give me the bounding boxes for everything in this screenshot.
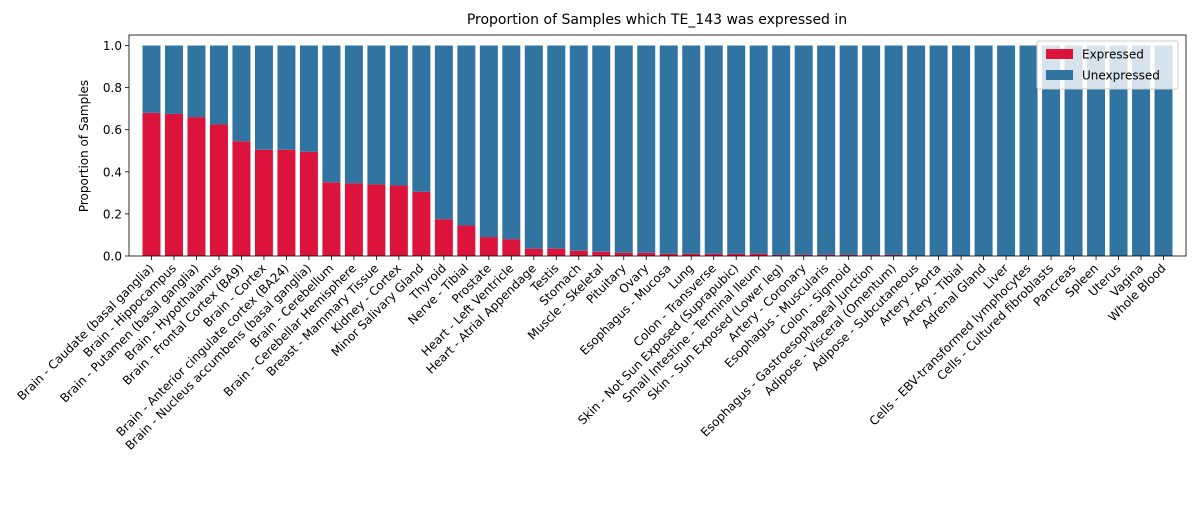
bar-expressed-1 xyxy=(164,113,183,257)
bar-expressed-17 xyxy=(524,248,543,256)
bar-unexpressed-35 xyxy=(929,45,948,256)
bar-expressed-9 xyxy=(344,183,363,256)
legend-swatch-unexpressed xyxy=(1046,70,1073,80)
bar-expressed-20 xyxy=(592,251,611,256)
bar-expressed-2 xyxy=(187,117,206,256)
legend-swatch-expressed xyxy=(1046,49,1073,59)
bar-unexpressed-17 xyxy=(524,45,543,249)
bar-expressed-21 xyxy=(614,252,633,256)
bar-expressed-12 xyxy=(412,191,431,256)
bar-unexpressed-29 xyxy=(794,45,813,255)
bar-expressed-18 xyxy=(547,248,566,256)
plot-frame xyxy=(128,34,1187,257)
y-tick-label: 0.8 xyxy=(103,81,122,95)
bar-expressed-32 xyxy=(862,254,881,256)
bar-expressed-27 xyxy=(749,253,768,256)
bar-unexpressed-38 xyxy=(997,45,1016,256)
bar-unexpressed-27 xyxy=(749,45,768,254)
bar-unexpressed-31 xyxy=(839,45,858,255)
bar-unexpressed-4 xyxy=(232,45,251,142)
bar-unexpressed-28 xyxy=(772,45,791,255)
axes-layer xyxy=(128,34,1187,257)
bar-expressed-15 xyxy=(479,237,498,256)
legend-label-expressed: Expressed xyxy=(1082,48,1144,62)
bar-expressed-14 xyxy=(457,225,476,256)
bar-expressed-3 xyxy=(209,124,228,256)
bar-expressed-31 xyxy=(839,254,858,256)
bar-unexpressed-23 xyxy=(659,45,678,254)
bar-unexpressed-12 xyxy=(412,45,431,192)
bar-expressed-28 xyxy=(772,254,791,256)
bar-unexpressed-2 xyxy=(187,45,206,118)
bar-unexpressed-26 xyxy=(727,45,746,254)
bar-unexpressed-3 xyxy=(209,45,228,125)
bar-expressed-8 xyxy=(322,182,341,256)
bar-unexpressed-5 xyxy=(254,45,273,150)
bar-unexpressed-16 xyxy=(502,45,521,240)
legend-label-unexpressed: Unexpressed xyxy=(1082,69,1160,83)
bar-unexpressed-15 xyxy=(479,45,498,238)
bar-unexpressed-19 xyxy=(569,45,588,251)
bar-expressed-24 xyxy=(682,253,701,256)
bar-expressed-29 xyxy=(794,254,813,256)
bars-layer xyxy=(142,45,1173,257)
bar-unexpressed-0 xyxy=(142,45,161,113)
bar-unexpressed-40 xyxy=(1042,45,1061,256)
bar-expressed-16 xyxy=(502,239,521,256)
bar-unexpressed-18 xyxy=(547,45,566,249)
bar-unexpressed-22 xyxy=(637,45,656,253)
bar-unexpressed-36 xyxy=(952,45,971,256)
bar-expressed-6 xyxy=(277,149,296,256)
bar-expressed-11 xyxy=(389,185,408,256)
chart-title: Proportion of Samples which TE_143 was e… xyxy=(467,12,847,28)
y-tick-labels: 0.0 0.2 0.4 0.6 0.8 1.0 xyxy=(103,39,129,264)
bar-expressed-23 xyxy=(659,253,678,256)
bar-expressed-22 xyxy=(637,252,656,256)
bar-unexpressed-24 xyxy=(682,45,701,254)
bar-unexpressed-33 xyxy=(884,45,903,255)
bar-unexpressed-7 xyxy=(299,45,318,152)
bar-unexpressed-32 xyxy=(862,45,881,255)
y-axis-label: Proportion of Samples xyxy=(77,80,91,212)
bar-expressed-33 xyxy=(884,254,903,256)
bar-unexpressed-13 xyxy=(434,45,453,220)
bar-expressed-10 xyxy=(367,184,386,256)
bar-unexpressed-9 xyxy=(344,45,363,184)
y-tick-label: 1.0 xyxy=(103,39,122,53)
y-tick-label: 0.4 xyxy=(103,165,122,179)
legend: Expressed Unexpressed xyxy=(1036,40,1179,90)
bar-unexpressed-37 xyxy=(974,45,993,256)
bar-unexpressed-30 xyxy=(817,45,836,255)
bar-unexpressed-8 xyxy=(322,45,341,183)
bar-unexpressed-20 xyxy=(592,45,611,252)
bar-unexpressed-10 xyxy=(367,45,386,185)
bar-unexpressed-34 xyxy=(907,45,926,256)
bar-expressed-30 xyxy=(817,254,836,256)
bar-expressed-0 xyxy=(142,112,161,256)
y-tick-label: 0.0 xyxy=(103,250,122,264)
y-tick-label: 0.2 xyxy=(103,207,122,221)
bar-unexpressed-1 xyxy=(164,45,183,114)
bar-expressed-25 xyxy=(704,253,723,256)
bar-expressed-13 xyxy=(434,219,453,256)
bar-expressed-19 xyxy=(569,250,588,256)
bar-unexpressed-21 xyxy=(614,45,633,253)
bar-unexpressed-39 xyxy=(1019,45,1038,256)
bar-unexpressed-25 xyxy=(704,45,723,254)
y-tick-label: 0.6 xyxy=(103,123,122,137)
bar-unexpressed-41 xyxy=(1064,45,1083,256)
bar-unexpressed-6 xyxy=(277,45,296,150)
bar-expressed-5 xyxy=(254,149,273,256)
bar-expressed-7 xyxy=(299,151,318,256)
bar-unexpressed-44 xyxy=(1132,45,1151,256)
bar-unexpressed-11 xyxy=(389,45,408,186)
bar-expressed-4 xyxy=(232,141,251,256)
bar-expressed-26 xyxy=(727,253,746,256)
bar-unexpressed-14 xyxy=(457,45,476,226)
bar-unexpressed-45 xyxy=(1154,45,1173,256)
bar-unexpressed-43 xyxy=(1109,45,1128,256)
bar-unexpressed-42 xyxy=(1087,45,1106,256)
